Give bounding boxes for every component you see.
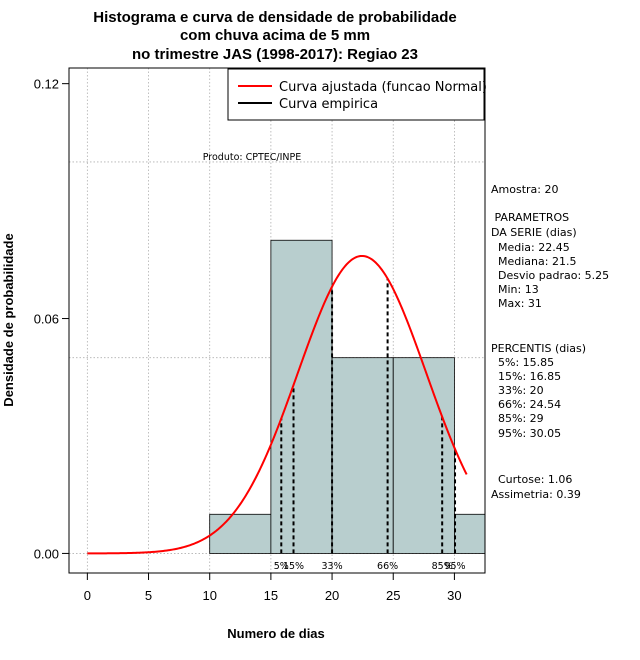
y-tick-label: 0.00 bbox=[34, 546, 59, 561]
y-tick-label: 0.06 bbox=[34, 312, 59, 327]
y-axis: 0.00 0.06 0.12 bbox=[34, 77, 69, 561]
x-tick-label: 15 bbox=[264, 588, 278, 603]
stats-line: 15%: 16.85 bbox=[491, 370, 561, 383]
histogram-bar bbox=[209, 513, 272, 554]
stats-line: DA SERIE (dias) bbox=[491, 226, 577, 239]
percentile-label: 85% bbox=[432, 561, 453, 572]
plot-frame bbox=[68, 67, 486, 574]
chart-title-line-2: com chuva acima de 5 mm bbox=[180, 27, 370, 44]
histogram-bar bbox=[270, 239, 333, 554]
x-axis-label: Numero de dias bbox=[227, 626, 325, 641]
percentile-label: 5% bbox=[274, 561, 289, 572]
chart-title-line-3: no trimestre JAS (1998-2017): Regiao 23 bbox=[132, 46, 418, 63]
normal-curve bbox=[87, 254, 468, 555]
legend-label-curve-fit: Curva ajustada (funcao Normal) bbox=[279, 80, 487, 95]
stats-line: PARAMETROS bbox=[491, 211, 569, 224]
stats-line: Curtose: 1.06 bbox=[491, 473, 572, 486]
x-tick-label: 0 bbox=[84, 588, 91, 603]
stats-line: 95%: 30.05 bbox=[491, 427, 561, 440]
percentile-lines: 5%15% 33% 66% 85%95% bbox=[274, 278, 466, 572]
stats-line: 33%: 20 bbox=[491, 384, 544, 397]
x-tick-label: 25 bbox=[386, 588, 400, 603]
chart-title-line-1: Histograma e curva de densidade de proba… bbox=[93, 9, 456, 26]
x-tick-label: 10 bbox=[202, 588, 216, 603]
stats-line: 5%: 15.85 bbox=[491, 356, 554, 369]
stats-line: Amostra: 20 bbox=[491, 183, 558, 196]
stats-line: Assimetria: 0.39 bbox=[491, 488, 581, 501]
histogram-bar bbox=[331, 357, 394, 554]
legend-label-empirical: Curva empirica bbox=[279, 97, 378, 112]
stats-line: Media: 22.45 bbox=[491, 241, 570, 254]
x-tick-label: 20 bbox=[325, 588, 339, 603]
legend: Curva ajustada (funcao Normal) Curva emp… bbox=[227, 68, 487, 121]
stats-line: PERCENTIS (dias) bbox=[491, 342, 586, 355]
y-axis-label: Densidade de probabilidade bbox=[1, 233, 16, 406]
stats-line: 66%: 24.54 bbox=[491, 398, 561, 411]
product-annotation: Produto: CPTEC/INPE bbox=[203, 152, 302, 163]
percentile-label: 95% bbox=[444, 561, 465, 572]
x-axis: 0 5 10 15 20 25 30 bbox=[84, 573, 462, 603]
histogram-bars bbox=[209, 239, 486, 554]
stats-line: 85%: 29 bbox=[491, 412, 544, 425]
stats-line: Min: 13 bbox=[491, 283, 539, 296]
x-tick-label: 5 bbox=[145, 588, 152, 603]
stats-line: Mediana: 21.5 bbox=[491, 255, 576, 268]
stats-line: Max: 31 bbox=[491, 297, 542, 310]
legend-box bbox=[227, 68, 485, 121]
histogram-bar bbox=[392, 357, 455, 554]
histogram-bar bbox=[454, 513, 486, 554]
stats-line: Desvio padrao: 5.25 bbox=[491, 269, 609, 282]
percentile-label: 15% bbox=[283, 561, 304, 572]
percentile-label: 66% bbox=[377, 561, 398, 572]
percentile-label: 33% bbox=[321, 561, 342, 572]
y-tick-label: 0.12 bbox=[34, 77, 59, 92]
stats-panel: Amostra: 20 PARAMETROS DA SERIE (dias) M… bbox=[491, 183, 609, 501]
x-tick-label: 30 bbox=[447, 588, 461, 603]
